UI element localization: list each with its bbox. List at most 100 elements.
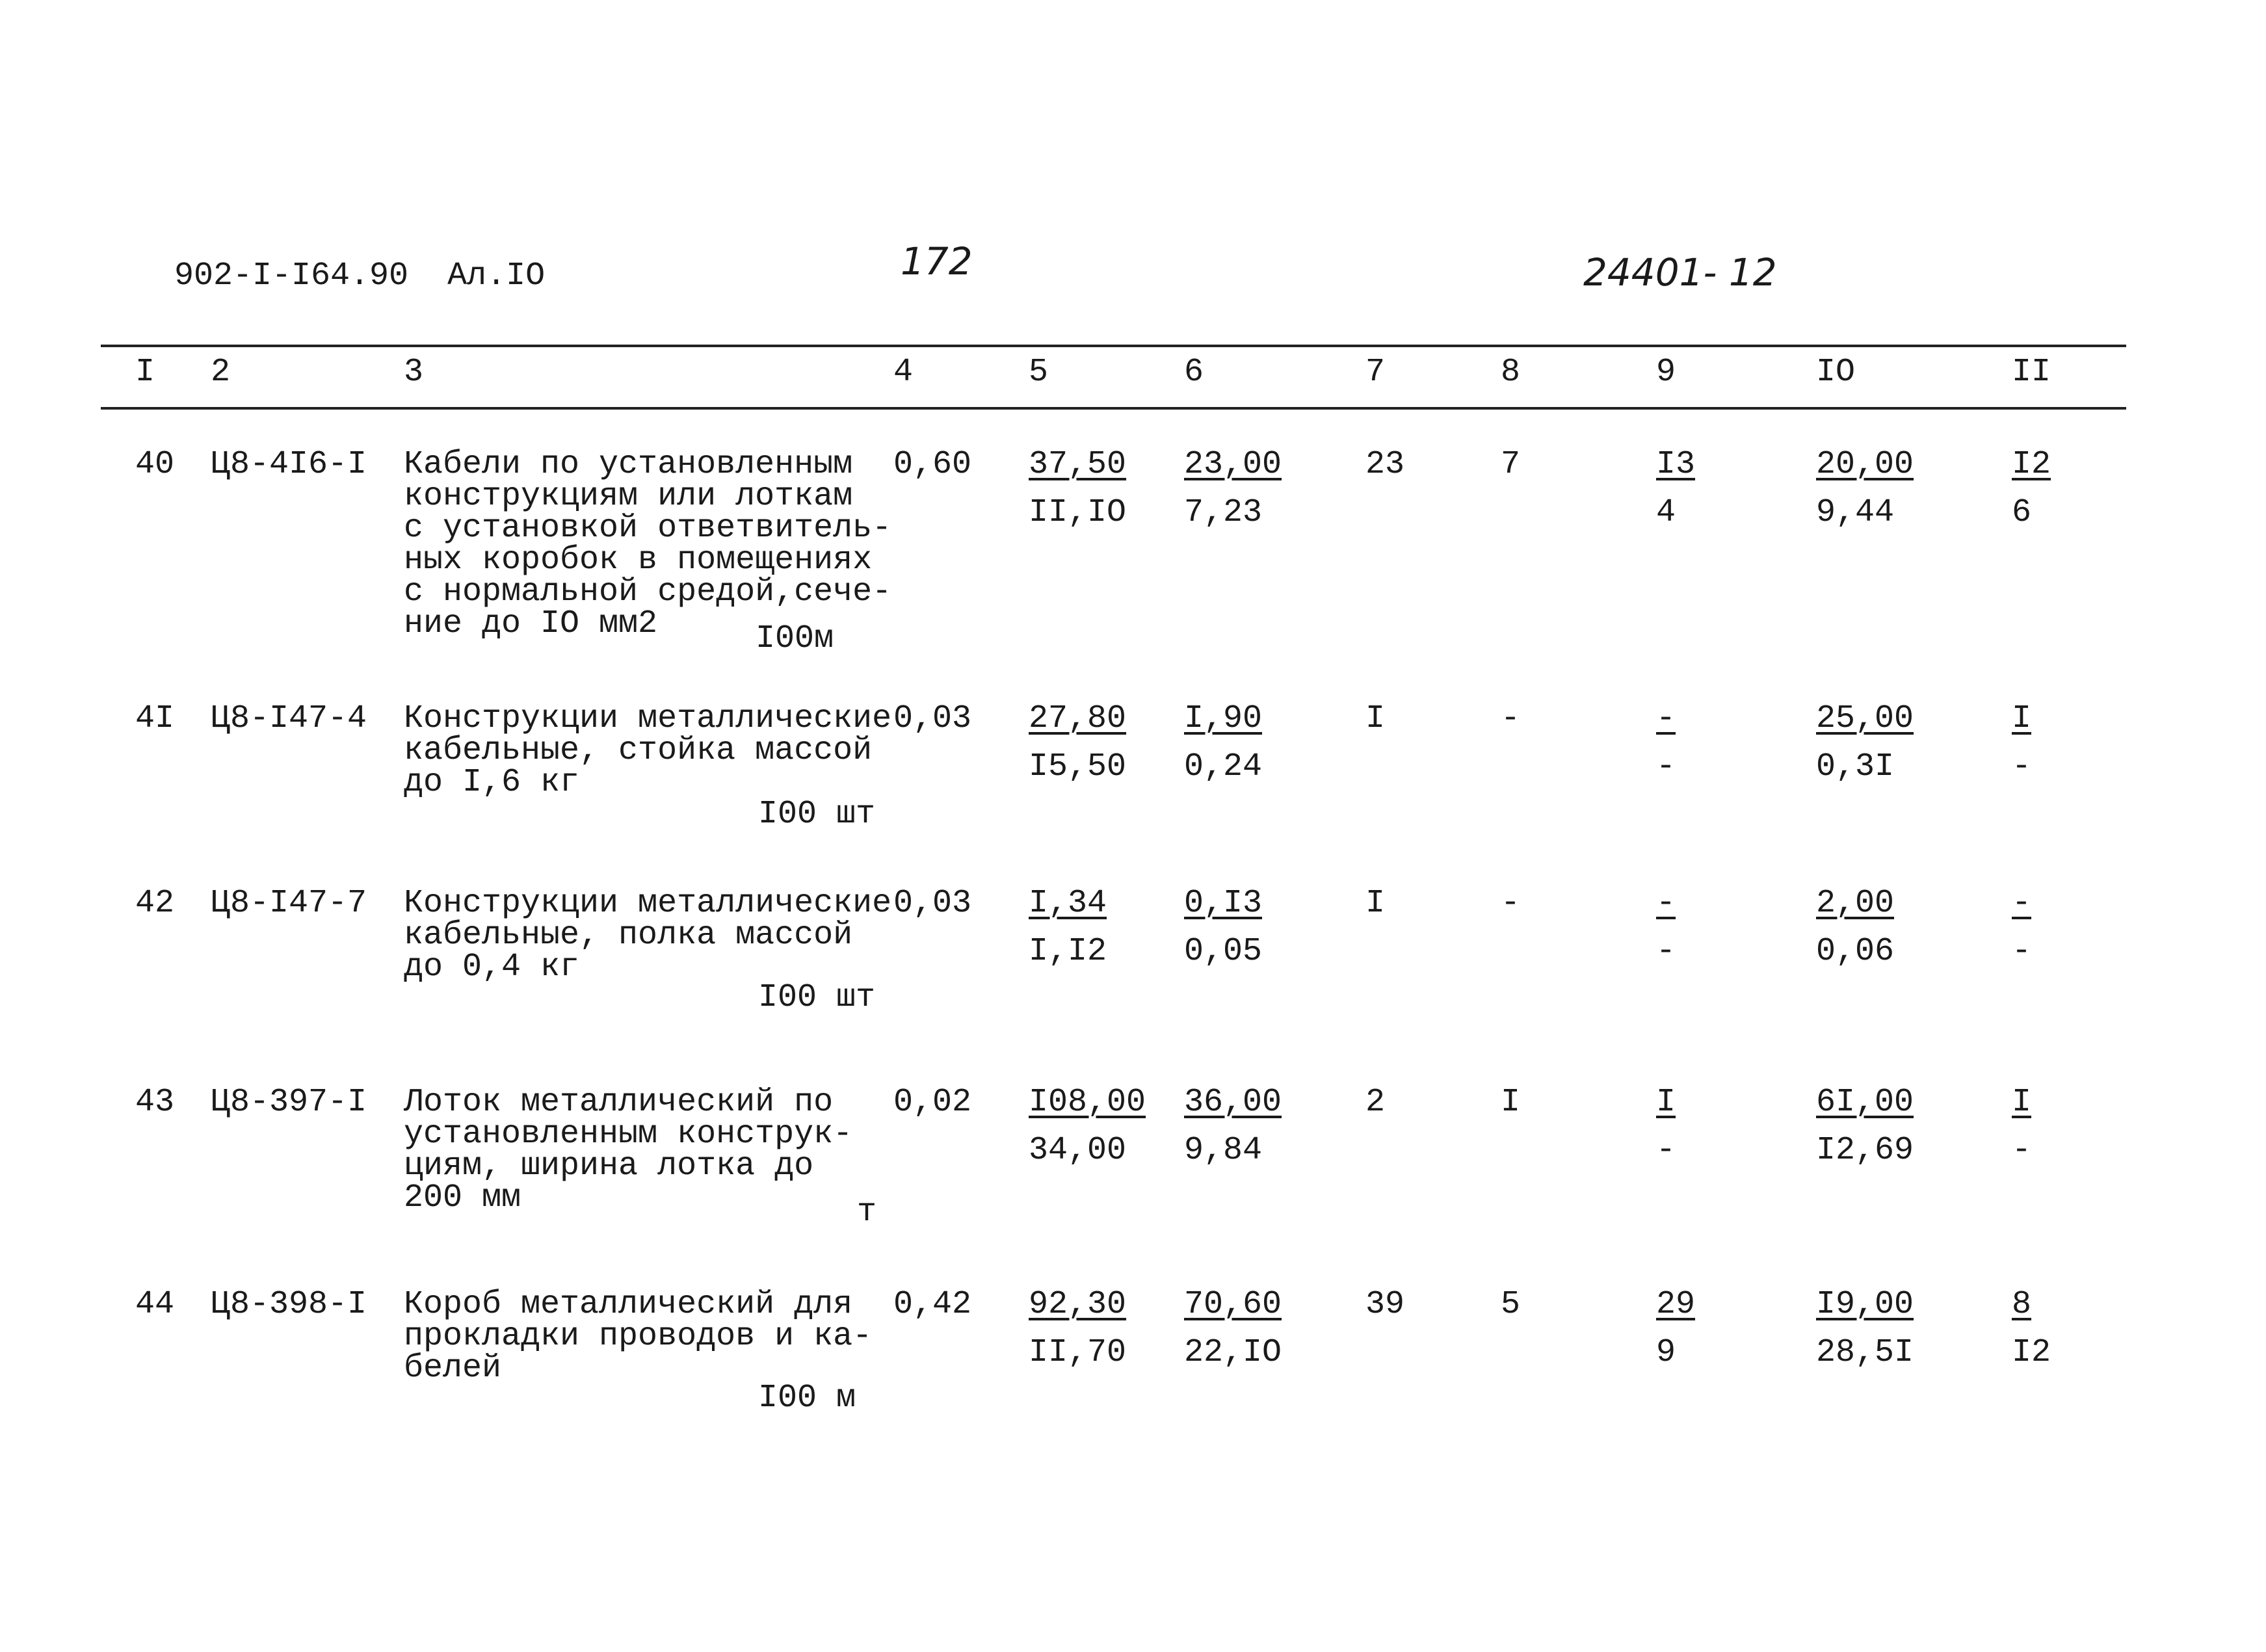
value-lower-c9: - — [1656, 1132, 1676, 1169]
value-upper-c10: 25,00 — [1816, 700, 1914, 737]
description-line: установленным конструк- — [404, 1116, 853, 1153]
value-c7: 2 — [1365, 1084, 1386, 1121]
rate-code: Ц8-4I6-I — [211, 446, 367, 483]
description-line: прокладки проводов и ка- — [404, 1318, 873, 1355]
rate-code: Ц8-397-I — [211, 1084, 367, 1121]
value-lower-c10: 0,06 — [1816, 933, 1895, 970]
value-lower-c9: - — [1656, 748, 1676, 785]
value-lower-c10: 0,3I — [1816, 748, 1895, 785]
value-upper-c9: - — [1656, 885, 1676, 922]
description-line: циям, ширина лотка до — [404, 1147, 814, 1185]
value-upper-c10: I9,00 — [1816, 1286, 1914, 1323]
value-c8: 7 — [1501, 446, 1521, 483]
description-line: Лоток металлический по — [404, 1084, 834, 1121]
value-upper-c5: I,34 — [1029, 885, 1107, 922]
value-lower-c11: - — [2012, 933, 2032, 970]
value-upper-c5: 27,80 — [1029, 700, 1127, 737]
table-header-rule — [101, 407, 2126, 410]
value-upper-c11: - — [2012, 885, 2032, 922]
value-lower-c6: 7,23 — [1184, 494, 1263, 531]
description-line: ных коробок в помещениях — [404, 542, 873, 579]
value-lower-c5: I,I2 — [1029, 933, 1107, 970]
description-line: конструкциям или лоткам — [404, 478, 853, 515]
unit-of-measure: I00 шт — [758, 979, 876, 1016]
description-line: до I,6 кг — [404, 764, 580, 801]
value-lower-c6: 9,84 — [1184, 1132, 1263, 1169]
unit-of-measure: I00 шт — [758, 796, 876, 833]
value-upper-c11: 8 — [2012, 1286, 2032, 1323]
value-lower-c6: 0,05 — [1184, 933, 1263, 970]
column-header-6: 6 — [1184, 354, 1204, 391]
quantity: 0,60 — [893, 446, 972, 483]
description-line: с установкой ответвитель- — [404, 510, 892, 547]
description-line: ние до IO мм2 — [404, 605, 658, 642]
value-upper-c10: 6I,00 — [1816, 1084, 1914, 1121]
value-lower-c5: I5,50 — [1029, 748, 1127, 785]
column-header-2: 2 — [211, 354, 231, 391]
column-header-9: 9 — [1656, 354, 1676, 391]
value-upper-c6: 36,00 — [1184, 1084, 1282, 1121]
value-upper-c9: I — [1656, 1084, 1676, 1121]
value-upper-c5: 37,50 — [1029, 446, 1127, 483]
quantity: 0,42 — [893, 1286, 972, 1323]
value-c8: I — [1501, 1084, 1521, 1121]
column-header-11: II — [2012, 354, 2051, 391]
value-lower-c10: I2,69 — [1816, 1132, 1914, 1169]
table-top-rule — [101, 345, 2126, 347]
document-code: 902-I-I64.90 Ал.IO — [174, 257, 546, 295]
description-line: Конструкции металлические — [404, 885, 892, 922]
description-line: Кабели по установленным — [404, 446, 853, 483]
rate-code: Ц8-398-I — [211, 1286, 367, 1323]
value-c8: 5 — [1501, 1286, 1521, 1323]
value-lower-c9: 9 — [1656, 1334, 1676, 1371]
value-c8: - — [1501, 885, 1521, 922]
value-lower-c11: - — [2012, 748, 2032, 785]
description-line: до 0,4 кг — [404, 949, 580, 986]
row-number: 40 — [135, 446, 175, 483]
column-header-4: 4 — [893, 354, 914, 391]
unit-of-measure: I00 м — [758, 1380, 856, 1417]
unit-of-measure: I00м — [756, 620, 834, 657]
value-upper-c9: I3 — [1656, 446, 1696, 483]
unit-of-measure: т — [857, 1194, 877, 1231]
column-header-8: 8 — [1501, 354, 1521, 391]
value-lower-c5: 34,00 — [1029, 1132, 1127, 1169]
row-number: 43 — [135, 1084, 175, 1121]
value-lower-c9: - — [1656, 933, 1676, 970]
value-upper-c11: I — [2012, 700, 2032, 737]
column-header-7: 7 — [1365, 354, 1386, 391]
value-upper-c6: 0,I3 — [1184, 885, 1263, 922]
page-number: 172 — [901, 239, 973, 283]
value-upper-c9: 29 — [1656, 1286, 1696, 1323]
rate-code: Ц8-I47-4 — [211, 700, 367, 737]
column-header-3: 3 — [404, 354, 424, 391]
archive-number: 24401- 12 — [1583, 250, 1777, 295]
value-upper-c6: 23,00 — [1184, 446, 1282, 483]
description-line: белей — [404, 1350, 502, 1387]
description-line: Конструкции металлические — [404, 700, 892, 737]
value-upper-c10: 20,00 — [1816, 446, 1914, 483]
value-lower-c11: I2 — [2012, 1334, 2051, 1371]
value-upper-c5: I08,00 — [1029, 1084, 1146, 1121]
description-line: 200 мм — [404, 1179, 521, 1216]
value-upper-c6: I,90 — [1184, 700, 1263, 737]
value-c7: 23 — [1365, 446, 1405, 483]
value-upper-c6: 70,60 — [1184, 1286, 1282, 1323]
quantity: 0,02 — [893, 1084, 972, 1121]
quantity: 0,03 — [893, 700, 972, 737]
description-line: кабельные, стойка массой — [404, 732, 873, 769]
column-header-10: IO — [1816, 354, 1856, 391]
quantity: 0,03 — [893, 885, 972, 922]
value-upper-c5: 92,30 — [1029, 1286, 1127, 1323]
value-lower-c10: 9,44 — [1816, 494, 1895, 531]
value-upper-c11: I2 — [2012, 446, 2051, 483]
description-line: Короб металлический для — [404, 1286, 853, 1323]
rate-code: Ц8-I47-7 — [211, 885, 367, 922]
column-header-5: 5 — [1029, 354, 1049, 391]
value-lower-c6: 0,24 — [1184, 748, 1263, 785]
value-lower-c11: 6 — [2012, 494, 2032, 531]
value-upper-c11: I — [2012, 1084, 2032, 1121]
row-number: 4I — [135, 700, 175, 737]
description-line: кабельные, полка массой — [404, 917, 853, 954]
value-lower-c10: 28,5I — [1816, 1334, 1914, 1371]
